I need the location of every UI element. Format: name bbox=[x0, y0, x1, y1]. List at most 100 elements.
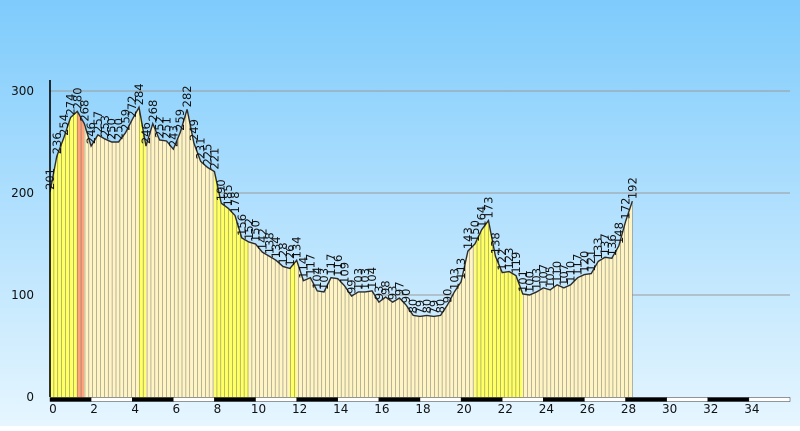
data-label-75: 107 bbox=[557, 264, 571, 286]
fill-segment-34 bbox=[282, 266, 291, 398]
x-axis-band-4 bbox=[132, 397, 174, 402]
x-axis-band-34 bbox=[748, 397, 791, 402]
x-tick-label-28: 28 bbox=[621, 402, 636, 416]
data-label-51: 97 bbox=[392, 281, 406, 296]
fill-segment-11 bbox=[125, 119, 133, 398]
data-label-61: 143 bbox=[461, 227, 475, 249]
fill-segment-29 bbox=[248, 241, 256, 398]
x-tick-label-22: 22 bbox=[498, 402, 513, 416]
fill-segment-71 bbox=[536, 287, 544, 398]
fill-segment-80 bbox=[597, 256, 606, 398]
fill-segment-61 bbox=[467, 243, 476, 398]
fill-segment-17 bbox=[166, 140, 174, 398]
fill-segment-13 bbox=[138, 107, 147, 398]
fill-segment-75 bbox=[563, 284, 571, 398]
data-label-74: 110 bbox=[550, 261, 564, 283]
fill-segment-16 bbox=[159, 139, 167, 398]
data-label-57: 80 bbox=[434, 299, 448, 314]
data-label-12: 272 bbox=[125, 96, 139, 118]
data-label-25: 190 bbox=[214, 179, 228, 201]
data-label-52: 90 bbox=[399, 289, 413, 304]
data-label-71: 103 bbox=[530, 268, 544, 290]
data-label-69: 101 bbox=[516, 270, 530, 292]
x-axis-band-24 bbox=[543, 397, 585, 402]
data-label-46: 103 bbox=[358, 268, 372, 290]
x-axis-band-2 bbox=[90, 397, 133, 402]
fill-segment-47 bbox=[371, 290, 380, 398]
data-label-62: 150 bbox=[468, 220, 482, 242]
fill-segment-73 bbox=[549, 284, 558, 398]
data-label-66: 122 bbox=[495, 249, 509, 271]
data-label-20: 282 bbox=[180, 85, 194, 107]
data-label-6: 246 bbox=[84, 122, 98, 144]
fill-segment-62 bbox=[474, 229, 482, 398]
x-tick-label-14: 14 bbox=[333, 402, 348, 416]
data-label-48: 93 bbox=[372, 285, 386, 300]
fill-segment-78 bbox=[584, 273, 592, 398]
data-label-11: 259 bbox=[118, 109, 132, 131]
data-label-1: 236 bbox=[50, 132, 64, 154]
data-label-35: 126 bbox=[283, 245, 297, 267]
y-tick-label-200: 200 bbox=[11, 186, 34, 200]
x-tick-label-12: 12 bbox=[292, 402, 307, 416]
data-label-40: 103 bbox=[317, 268, 331, 290]
data-label-10: 250 bbox=[111, 118, 125, 140]
data-label-59: 103 bbox=[447, 268, 461, 290]
x-axis-band-10 bbox=[255, 397, 297, 402]
data-label-56: 79 bbox=[427, 300, 441, 315]
data-label-28: 156 bbox=[235, 214, 249, 236]
data-label-80: 133 bbox=[591, 237, 605, 259]
x-tick-label-10: 10 bbox=[251, 402, 266, 416]
data-label-42: 116 bbox=[331, 255, 345, 277]
x-tick-label-20: 20 bbox=[456, 402, 471, 416]
data-label-78: 120 bbox=[577, 251, 591, 273]
data-label-3: 274 bbox=[64, 94, 78, 116]
data-label-4: 280 bbox=[70, 87, 84, 109]
fill-segment-43 bbox=[344, 285, 352, 398]
data-label-43: 109 bbox=[338, 262, 352, 284]
data-label-77: 117 bbox=[571, 254, 585, 276]
data-label-32: 138 bbox=[262, 232, 276, 254]
data-label-2: 254 bbox=[57, 114, 71, 136]
fill-segment-30 bbox=[255, 243, 263, 398]
fill-segment-54 bbox=[419, 315, 428, 398]
data-label-26: 185 bbox=[221, 184, 235, 206]
x-tick-label-16: 16 bbox=[374, 402, 389, 416]
y-tick-label-100: 100 bbox=[11, 288, 34, 302]
data-label-0: 201 bbox=[43, 168, 57, 190]
data-label-64: 173 bbox=[481, 197, 495, 219]
data-label-63: 164 bbox=[475, 206, 489, 228]
fill-segment-58 bbox=[447, 291, 455, 398]
fill-segment-39 bbox=[316, 290, 325, 398]
data-label-21: 249 bbox=[187, 119, 201, 141]
data-label-53: 80 bbox=[406, 299, 420, 314]
data-label-84: 172 bbox=[619, 198, 633, 220]
x-tick-label-4: 4 bbox=[131, 402, 139, 416]
data-label-82: 136 bbox=[605, 234, 619, 256]
data-label-83: 148 bbox=[612, 222, 626, 244]
x-axis-band-32 bbox=[707, 397, 750, 402]
fill-segment-24 bbox=[214, 171, 222, 398]
data-label-38: 117 bbox=[303, 254, 317, 276]
data-label-72: 107 bbox=[536, 264, 550, 286]
fill-segment-40 bbox=[323, 277, 332, 398]
fill-segment-0 bbox=[49, 156, 58, 398]
x-tick-label-34: 34 bbox=[744, 402, 759, 416]
data-label-33: 134 bbox=[269, 236, 283, 258]
fill-segment-7 bbox=[97, 134, 106, 398]
fill-segment-9 bbox=[111, 141, 119, 398]
data-label-55: 80 bbox=[420, 299, 434, 314]
x-tick-label-26: 26 bbox=[580, 402, 595, 416]
data-label-22: 231 bbox=[194, 137, 208, 159]
data-label-73: 105 bbox=[543, 266, 557, 288]
fill-segment-74 bbox=[556, 284, 565, 398]
data-label-18: 243 bbox=[166, 125, 180, 147]
fill-segment-41 bbox=[330, 277, 339, 398]
data-label-34: 128 bbox=[276, 242, 290, 264]
data-label-47: 104 bbox=[365, 267, 379, 289]
data-label-54: 79 bbox=[413, 300, 427, 315]
x-axis-band-12 bbox=[296, 397, 338, 402]
x-tick-label-2: 2 bbox=[90, 402, 98, 416]
data-label-13: 284 bbox=[132, 83, 146, 105]
y-tick-label-0: 0 bbox=[26, 390, 34, 404]
